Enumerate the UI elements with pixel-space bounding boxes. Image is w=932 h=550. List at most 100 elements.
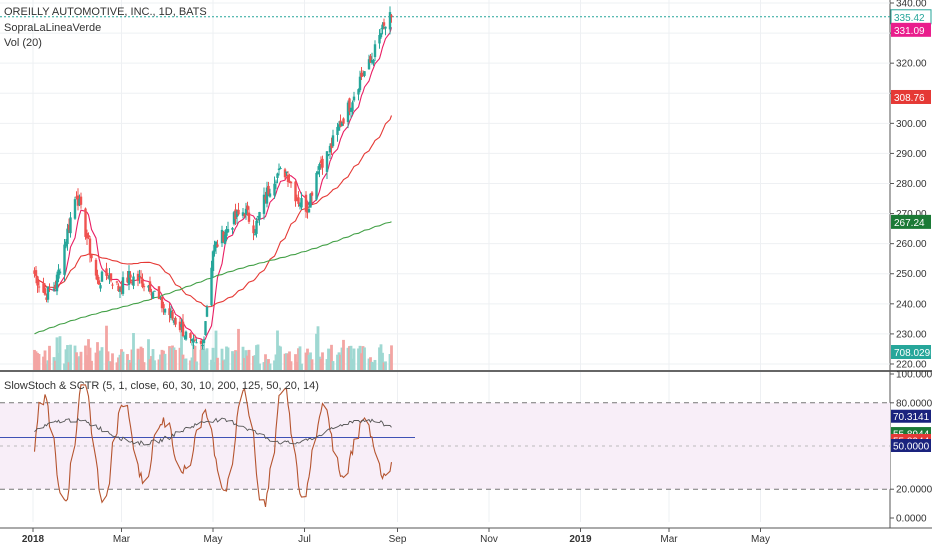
candle-body [204,321,207,336]
candle-body [244,208,248,215]
indicator-label-ma[interactable]: SopraLaLineaVerde [4,22,102,34]
volume-bar [235,351,239,370]
candle-body [348,98,351,112]
volume-bar [204,351,207,370]
oscillator-title[interactable]: SlowStoch & SCTR (5, 1, close, 60, 30, 1… [4,380,319,392]
volume-bar [340,347,344,370]
volume-bar [319,358,323,370]
candle-body [285,171,288,174]
volume-bar [153,360,156,370]
candle-body [54,284,57,290]
volume-bar [78,356,81,370]
volume-bar [52,357,56,370]
symbol-title[interactable]: OREILLY AUTOMOTIVE, INC., 1D, BATS [4,6,207,18]
price-tick-label: 280.00 [896,179,927,190]
volume-bar [109,361,113,370]
candle-body [33,270,36,274]
volume-bar [136,348,140,370]
candle-body [256,216,260,218]
volume-bar [222,360,225,370]
candle-body [360,72,363,77]
volume-bar [363,347,366,370]
volume-bar [42,356,45,370]
volume-bar [141,348,144,370]
time-axis[interactable]: 2018 Mar May Jul Sep Nov 2019 Mar May [22,528,770,545]
candle-body [369,56,372,63]
candle-body [300,198,303,208]
volume-bar [139,346,143,370]
volume-bar [214,330,218,370]
volume-bar [388,354,392,370]
candle-body [309,193,312,208]
volume-bar [189,360,192,370]
volume-bar [168,346,171,370]
candle-body [55,274,59,292]
candle-body [180,324,183,328]
candle-body [73,199,77,219]
volume-bar [264,354,267,370]
volume-bar [120,349,123,370]
volume-bar [147,339,150,370]
volume-bar [88,347,92,370]
volume-bar [358,345,362,370]
candle-body [349,107,353,112]
time-label: May [751,534,770,545]
volume-bar [382,362,386,370]
grid-lines [0,0,932,529]
candle-body [370,60,374,63]
candle-body [184,331,188,340]
volume-bar [231,351,234,370]
volume-bar [237,328,240,370]
volume-bar [286,353,290,370]
candle-body [43,288,47,295]
volume-bar [64,349,68,370]
candle-body [189,333,192,338]
candle-body [109,273,113,281]
volume-bar [58,336,62,370]
candle-body [115,281,119,283]
price-tick-label: 240.00 [896,299,927,310]
candle-body [211,251,215,272]
volume-bar [163,353,167,370]
volume-bar [150,356,153,370]
volume-bar [342,339,345,370]
volume-bar [34,351,38,370]
candle-body [174,317,177,325]
candle-body [148,281,152,292]
candle-body [127,270,131,285]
price-badge-label: 308.76 [894,93,925,104]
candle-body [75,196,78,198]
candle-body [121,277,125,294]
candle-body [63,244,66,275]
volume-bar [45,363,48,370]
volume-bar [279,346,282,370]
candle-body [216,244,219,247]
price-badge: 331.09 [891,22,931,37]
candle-body [87,234,90,238]
candle-body [372,60,375,64]
price-axis[interactable]: 340.00330.00320.00310.00300.00290.00280.… [890,0,932,525]
indicator-label-volume[interactable]: Vol (20) [4,37,42,49]
candle-body [138,275,141,277]
volume-bar [357,348,360,370]
candle-body [262,194,266,214]
candle-body [358,76,362,91]
volume-bar [111,353,114,370]
volume-bar [252,355,255,370]
volume-bar [199,349,203,370]
volume-bar [106,351,110,370]
volume-bar [76,357,80,370]
volume-bar [370,361,374,370]
osc-badge: 50.0000 [891,439,931,453]
price-tick-label: 230.00 [896,329,927,340]
candle-body [193,339,197,341]
candle-body [192,339,195,343]
volume-bar [337,352,341,370]
candle-body [381,24,384,30]
volume-bar [331,361,335,370]
candle-body [34,270,38,276]
price-badge: 308.76 [891,89,931,104]
candle-body [42,283,45,293]
price-badge-label: 267.24 [894,218,925,229]
